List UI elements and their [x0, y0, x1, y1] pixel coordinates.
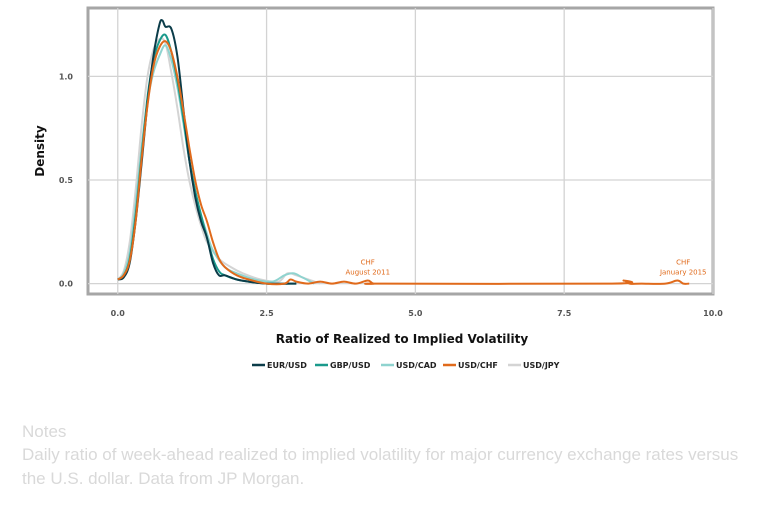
annotation-label: CHF: [361, 258, 375, 266]
x-axis-label: Ratio of Realized to Implied Volatility: [276, 332, 529, 346]
density-chart: CHF August 2011 CHF January 2015 0.0 2.5 5.0 7…: [33, 6, 723, 370]
y-tick-label: 0.0: [59, 280, 74, 289]
annotations: CHF August 2011 CHF January 2015: [345, 258, 706, 276]
y-tick-label: 0.5: [59, 176, 74, 185]
x-tick-label: 10.0: [703, 309, 723, 318]
legend-label: GBP/USD: [330, 361, 371, 370]
series-line-usd-chf: [117, 40, 690, 286]
legend-item-eur-usd: EUR/USD: [252, 361, 307, 370]
annotation-date: January 2015: [659, 268, 707, 276]
legend-label: EUR/USD: [267, 361, 307, 370]
x-tick-label: 7.5: [557, 309, 572, 318]
legend-item-usd-cad: USD/CAD: [381, 361, 437, 370]
x-tick-label: 2.5: [259, 309, 274, 318]
plot-area: [86, 6, 715, 296]
annotation-label: CHF: [676, 258, 690, 266]
series-line-usd-jpy: [116, 37, 321, 285]
notes-text: Daily ratio of week-ahead realized to im…: [22, 445, 739, 488]
y-tick-label: 1.0: [59, 72, 74, 81]
x-tick-label: 5.0: [408, 309, 423, 318]
x-tick-label: 0.0: [111, 309, 126, 318]
legend-label: USD/CHF: [458, 361, 498, 370]
tick-labels: 0.0 2.5 5.0 7.5 10.0 0.0 0.5 1.0: [59, 72, 723, 318]
legend-label: USD/JPY: [523, 361, 560, 370]
legend: EUR/USD GBP/USD USD/CAD USD/CHF USD/JPY: [252, 361, 560, 370]
notes-title: Notes: [22, 422, 67, 441]
legend-item-usd-jpy: USD/JPY: [508, 361, 560, 370]
y-axis-label: Density: [33, 125, 47, 177]
legend-item-usd-chf: USD/CHF: [443, 361, 498, 370]
legend-label: USD/CAD: [396, 361, 437, 370]
legend-item-gbp-usd: GBP/USD: [315, 361, 371, 370]
series-lines: [116, 19, 690, 286]
notes-section: Notes Daily ratio of week-ahead realized…: [22, 421, 752, 491]
annotation-date: August 2011: [345, 268, 390, 276]
